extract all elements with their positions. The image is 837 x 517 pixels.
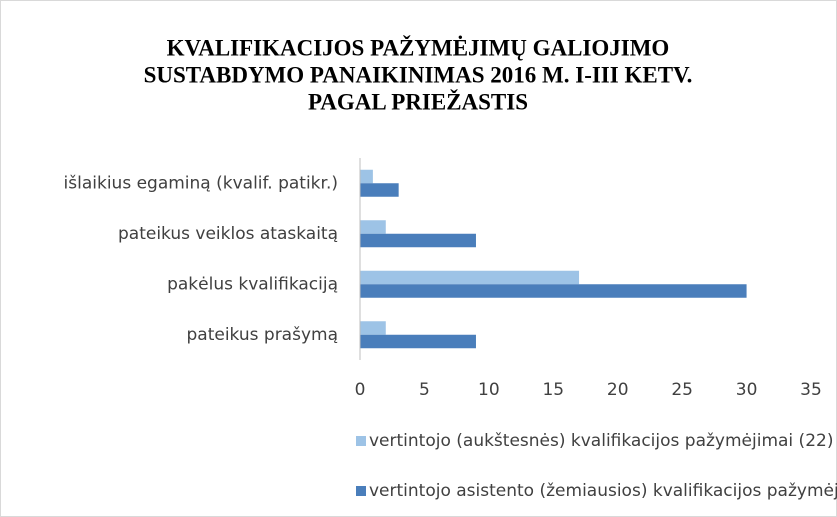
x-tick-label: 30	[736, 380, 758, 400]
bar	[360, 284, 747, 298]
chart-title: PAGAL PRIEŽASTIS	[308, 88, 528, 114]
bar	[360, 233, 476, 248]
bar	[360, 169, 373, 184]
bar	[360, 334, 476, 349]
bar	[360, 321, 386, 335]
chart-title: SUSTABDYMO PANAIKINIMAS 2016 M. I-III KE…	[144, 62, 693, 87]
y-tick-label: pakėlus kvalifikaciją	[167, 274, 338, 294]
x-tick-label: 15	[542, 380, 564, 400]
x-tick-label: 25	[671, 380, 693, 400]
bar	[360, 220, 386, 234]
bar	[360, 183, 399, 197]
x-tick-label: 20	[607, 380, 629, 400]
legend-swatch	[356, 436, 366, 446]
chart-title: KVALIFIKACIJOS PAŽYMĖJIMŲ GALIOJIMO	[167, 34, 670, 60]
x-tick-label: 0	[355, 380, 366, 400]
x-tick-label: 10	[478, 380, 500, 400]
y-tick-label: išlaikius egaminą (kvalif. patikr.)	[64, 173, 338, 193]
bar	[360, 270, 580, 285]
y-tick-label: pateikus prašymą	[186, 325, 338, 345]
y-tick-label: pateikus veiklos ataskaitą	[118, 224, 338, 244]
x-tick-label: 5	[419, 380, 430, 400]
legend-swatch	[356, 486, 366, 496]
x-tick-label: 35	[800, 380, 822, 400]
legend-label: vertintojo asistento (žemiausios) kvalif…	[369, 481, 837, 501]
legend-label: vertintojo (aukštesnės) kvalifikacijos p…	[369, 431, 833, 451]
